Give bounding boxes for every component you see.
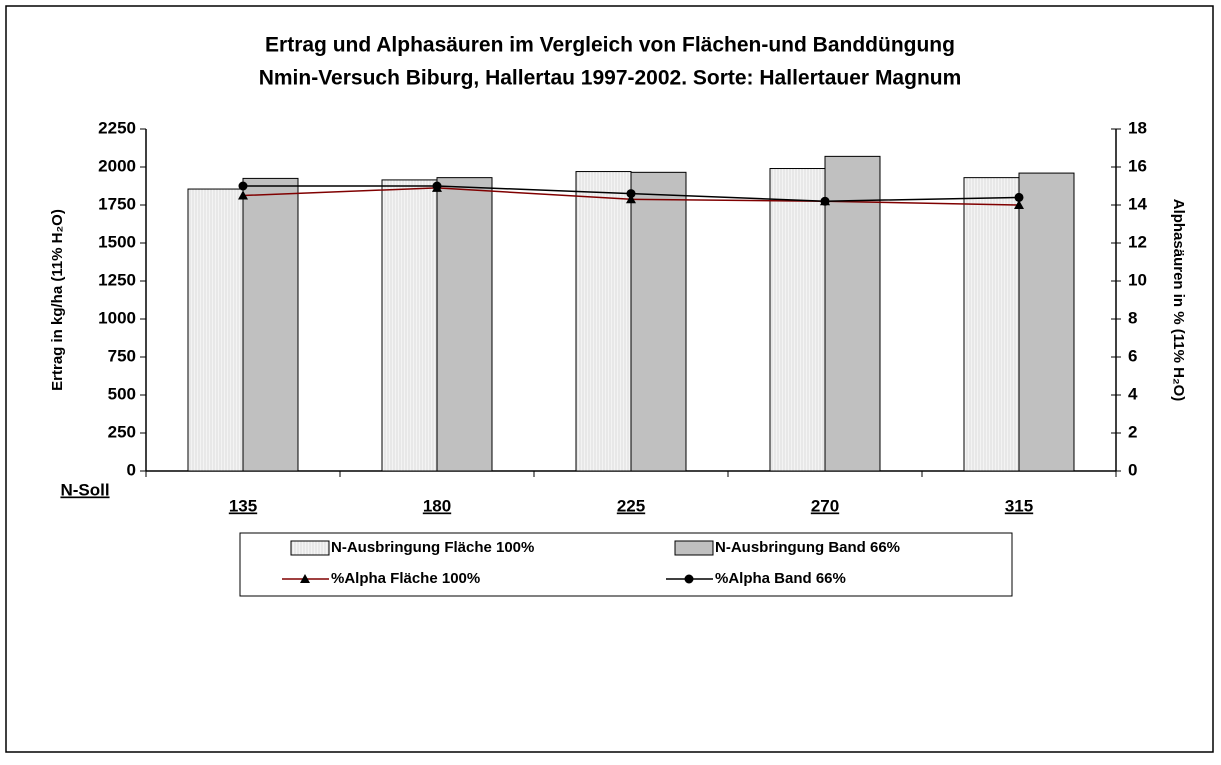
line-marker (1014, 192, 1024, 202)
line-marker (238, 181, 248, 191)
legend-label: N-Ausbringung Band 66% (715, 539, 900, 556)
bar (242, 177, 299, 472)
y-tick-label: 1000 (98, 308, 136, 327)
y-tick-label: 1750 (98, 194, 136, 213)
y-tick-label: 1250 (98, 270, 136, 289)
y2-tick-label: 10 (1128, 270, 1147, 289)
legend-swatch (290, 540, 330, 556)
x-tick-label: 135 (229, 496, 257, 515)
legend-swatch (674, 540, 714, 556)
line-marker (626, 194, 636, 204)
y2-tick-label: 18 (1128, 118, 1147, 137)
x-tick-label: 180 (423, 496, 451, 515)
line-marker (432, 181, 442, 191)
x-tick-label: 225 (617, 496, 645, 515)
y2-tick-label: 14 (1128, 194, 1147, 213)
bar (824, 155, 881, 472)
y2-tick-label: 12 (1128, 232, 1147, 251)
line-marker (238, 190, 248, 200)
legend-label: %Alpha Band 66% (715, 570, 846, 587)
y-tick-label: 0 (127, 460, 136, 479)
x-tick-label: 270 (811, 496, 839, 515)
legend-label: N-Ausbringung Fläche 100% (331, 539, 534, 556)
y2-tick-label: 2 (1128, 422, 1137, 441)
legend-label: %Alpha Fläche 100% (331, 570, 480, 587)
x-tick-label: 315 (1005, 496, 1033, 515)
legend-marker (684, 574, 694, 584)
y-tick-label: 500 (108, 384, 136, 403)
y2-tick-label: 0 (1128, 460, 1137, 479)
bar (963, 177, 1020, 472)
bar (381, 179, 438, 472)
legend-marker (300, 574, 310, 583)
bar (769, 168, 826, 472)
y-tick-label: 1500 (98, 232, 136, 251)
bar (1018, 172, 1075, 472)
y2-axis-label: Alphasäuren in % (11% H₂O) (1170, 199, 1187, 402)
legend-box (239, 532, 1013, 597)
y2-tick-label: 6 (1128, 346, 1137, 365)
bar (575, 171, 632, 472)
y-axis-label: Ertrag in kg/ha (11% H₂O) (49, 209, 66, 391)
y-tick-label: 2250 (98, 118, 136, 137)
line-marker (626, 189, 636, 199)
chart-title: Ertrag und Alphasäuren im Vergleich von … (265, 34, 955, 57)
y2-tick-label: 16 (1128, 156, 1147, 175)
y-tick-label: 2000 (98, 156, 136, 175)
y-tick-label: 250 (108, 422, 136, 441)
bar (436, 177, 493, 472)
bar (630, 171, 687, 472)
chart-subtitle: Nmin-Versuch Biburg, Hallertau 1997-2002… (259, 67, 962, 90)
y2-tick-label: 4 (1128, 384, 1138, 403)
bar (187, 188, 244, 472)
x-axis-label: N-Soll (60, 480, 109, 499)
line-marker (820, 196, 830, 206)
y2-tick-label: 8 (1128, 308, 1137, 327)
line-marker (1014, 200, 1024, 209)
y-tick-label: 750 (108, 346, 136, 365)
